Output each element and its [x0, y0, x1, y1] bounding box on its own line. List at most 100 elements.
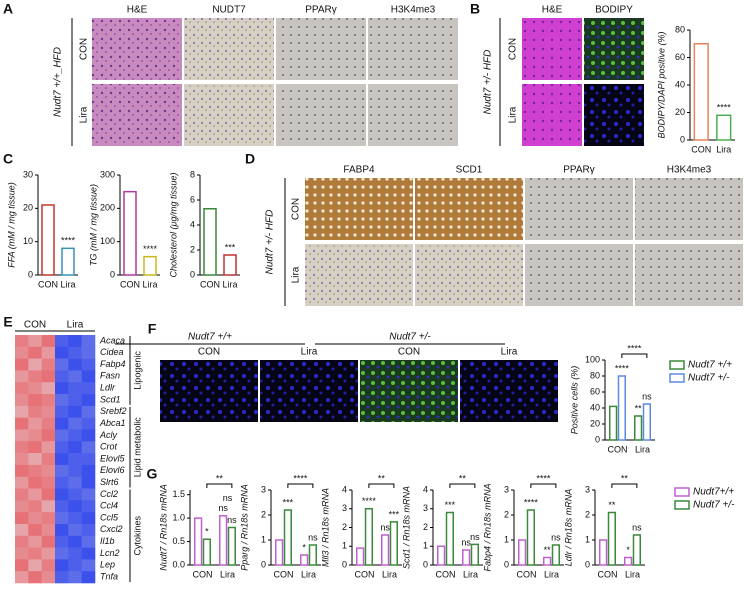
column-label: H&E: [542, 5, 563, 16]
heatmap-cell: [81, 394, 96, 407]
heatmap-cell: [55, 500, 69, 513]
y-tick-label: 2: [261, 509, 266, 519]
y-axis-label: Nudt7 / Rn18s mRNA: [158, 484, 168, 571]
gene-label: Lep: [100, 560, 115, 570]
significance: ****: [717, 103, 732, 113]
y-axis-label: Mll3 / Rn18s mRNA: [320, 488, 330, 567]
legend-swatch: [669, 373, 685, 383]
heatmap-cell: [55, 370, 69, 383]
y-axis-label: FFA (mM / mg tissue): [6, 182, 16, 268]
significance: ****: [627, 343, 642, 353]
heatmap-cell: [15, 464, 29, 478]
heatmap-cell: [55, 394, 69, 407]
bar: [194, 517, 203, 566]
heatmap-cell: [15, 382, 29, 395]
heatmap-cell: [68, 512, 82, 525]
micrograph: [260, 360, 358, 422]
bar: [607, 511, 616, 566]
heatmap-cell: [68, 429, 82, 442]
column-label: NUDT7: [212, 5, 246, 16]
bar: [381, 534, 390, 566]
y-axis-label: Ldlr / Rn18s mRNA: [563, 489, 573, 567]
y-tick-label: 0: [585, 559, 590, 569]
heatmap-cell: [15, 547, 29, 560]
y-tick-label: 100: [100, 236, 115, 246]
heatmap-cell: [68, 346, 82, 359]
bar: [227, 526, 236, 566]
heatmap-cell: [15, 571, 29, 584]
bar: [389, 521, 398, 566]
legend-swatch: [674, 500, 690, 510]
micrograph: [525, 178, 633, 240]
bar: [445, 511, 454, 566]
row-title: Nudt7 +/- HFD: [483, 50, 494, 115]
category-label: Cytokines: [132, 516, 142, 556]
heatmap-cell: [28, 394, 42, 407]
heatmap-cell: [28, 559, 42, 572]
y-tick-label: 6: [190, 194, 195, 204]
heatmap-cell: [68, 358, 82, 371]
x-tick-label: Lira: [716, 144, 731, 154]
heatmap-cell: [41, 559, 56, 572]
y-tick-label: 2: [423, 522, 428, 532]
y-axis-label: Fabp4 / Rn18s mRNA: [482, 483, 492, 571]
heatmap-cell: [41, 358, 56, 371]
heatmap-cell: [68, 370, 82, 383]
micrograph: [584, 18, 644, 80]
heatmap-cell: [28, 476, 42, 489]
significance: ns: [470, 532, 480, 542]
panel-label: C: [3, 151, 13, 167]
heatmap-cell: [28, 453, 42, 466]
y-tick-label: 100: [585, 354, 600, 364]
significance: **: [608, 500, 616, 510]
bracket: [206, 483, 233, 488]
bar: [624, 556, 633, 566]
bar: [356, 547, 365, 566]
heatmap-cell: [28, 512, 42, 525]
bar: [526, 509, 535, 566]
category-label: Lipid metabolic: [132, 417, 142, 478]
y-tick-label: 0: [28, 269, 33, 279]
y-axis-label: Positive cells (%): [569, 366, 579, 435]
column-label: BODIPY: [595, 5, 633, 16]
heatmap-cell: [81, 358, 96, 371]
heatmap-cell: [55, 523, 69, 537]
micrograph: [368, 18, 458, 80]
significance: ***: [389, 509, 400, 519]
heatmap-cell: [41, 476, 56, 489]
heatmap-cell: [55, 405, 69, 418]
gene-label: Scd1: [100, 394, 121, 404]
y-tick-label: 1: [342, 541, 347, 551]
gene-label: Ccl2: [100, 489, 118, 499]
heatmap-cell: [55, 571, 69, 584]
micrograph: [635, 178, 743, 240]
heatmap-cell: [15, 394, 29, 407]
gene-label: Fasn: [100, 371, 120, 381]
y-axis-label: BODIPY/DAPI positive (%): [656, 31, 666, 138]
column-label: Lira: [501, 347, 518, 358]
heatmap-cell: [41, 417, 56, 430]
y-tick-label: 8: [190, 169, 195, 179]
x-tick-label: Lira: [220, 569, 235, 579]
heatmap-cell: [81, 429, 96, 442]
heatmap-cell: [55, 488, 69, 501]
heatmap-cell: [15, 523, 29, 537]
row-label: Lira: [508, 106, 519, 123]
heatmap-cell: [55, 441, 69, 454]
bar: [642, 403, 651, 441]
genotype-label: Nudt7 +/-: [389, 332, 431, 343]
y-tick-label: 0: [342, 559, 347, 569]
y-tick-label: 2: [585, 509, 590, 519]
heatmap-cell: [41, 405, 56, 418]
heatmap-cell: [81, 535, 96, 548]
bar: [543, 556, 552, 566]
heatmap-cell: [81, 370, 96, 383]
significance: ****: [61, 236, 76, 246]
legend-swatch: [674, 487, 690, 497]
y-tick-label: 0: [190, 269, 195, 279]
x-tick-label: CON: [355, 569, 375, 579]
significance: *: [205, 527, 209, 537]
heatmap-cell: [81, 476, 96, 489]
heatmap-cell: [41, 500, 56, 513]
